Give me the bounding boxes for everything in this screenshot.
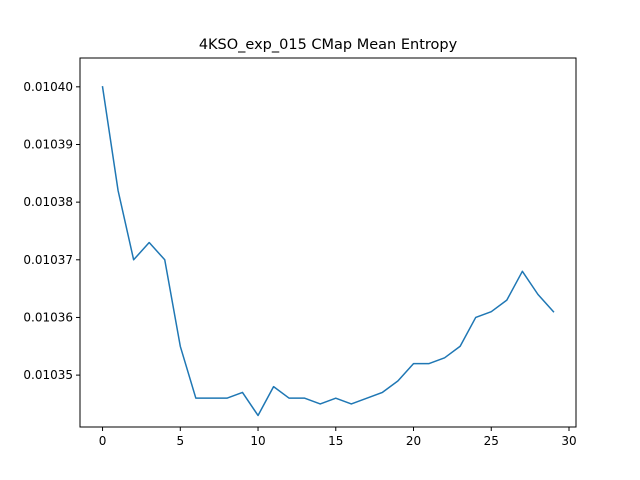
plot-frame	[79, 57, 577, 428]
x-tick-label: 0	[99, 434, 107, 448]
y-tick-label: 0.01039	[23, 137, 73, 151]
x-tick-label: 10	[250, 434, 265, 448]
series-line-0	[101, 85, 555, 417]
y-tick-label: 0.01040	[23, 80, 73, 94]
y-tick-label: 0.01036	[23, 310, 73, 324]
chart-title: 4KSO_exp_015 CMap Mean Entropy	[199, 37, 458, 53]
y-tick-label: 0.01035	[23, 368, 73, 382]
x-tick-label: 5	[176, 434, 184, 448]
x-tick-label: 20	[406, 434, 421, 448]
x-tick-label: 30	[561, 434, 576, 448]
x-tick-label: 25	[484, 434, 499, 448]
y-tick-label: 0.01038	[23, 195, 73, 209]
x-tick-label: 15	[328, 434, 343, 448]
y-tick-label: 0.01037	[23, 253, 73, 267]
